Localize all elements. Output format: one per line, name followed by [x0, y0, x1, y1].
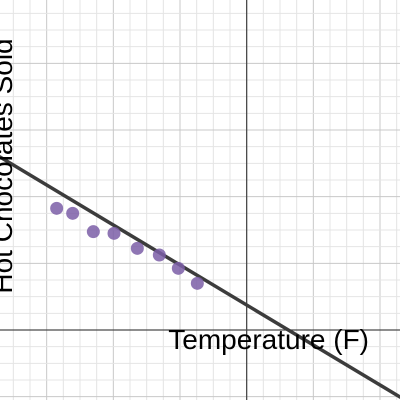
y-axis-label: Hot Chocolates Sold [0, 38, 18, 293]
data-point [190, 276, 204, 290]
data-points [50, 201, 204, 290]
data-point [86, 225, 100, 239]
data-point [107, 226, 121, 240]
data-point [152, 248, 166, 262]
data-point [130, 241, 144, 255]
x-axis-label: Temperature (F) [168, 324, 369, 355]
data-point [66, 206, 80, 220]
trend-line-group [0, 155, 400, 399]
data-point [50, 201, 64, 215]
trend-line [0, 155, 400, 399]
data-point [171, 261, 185, 275]
